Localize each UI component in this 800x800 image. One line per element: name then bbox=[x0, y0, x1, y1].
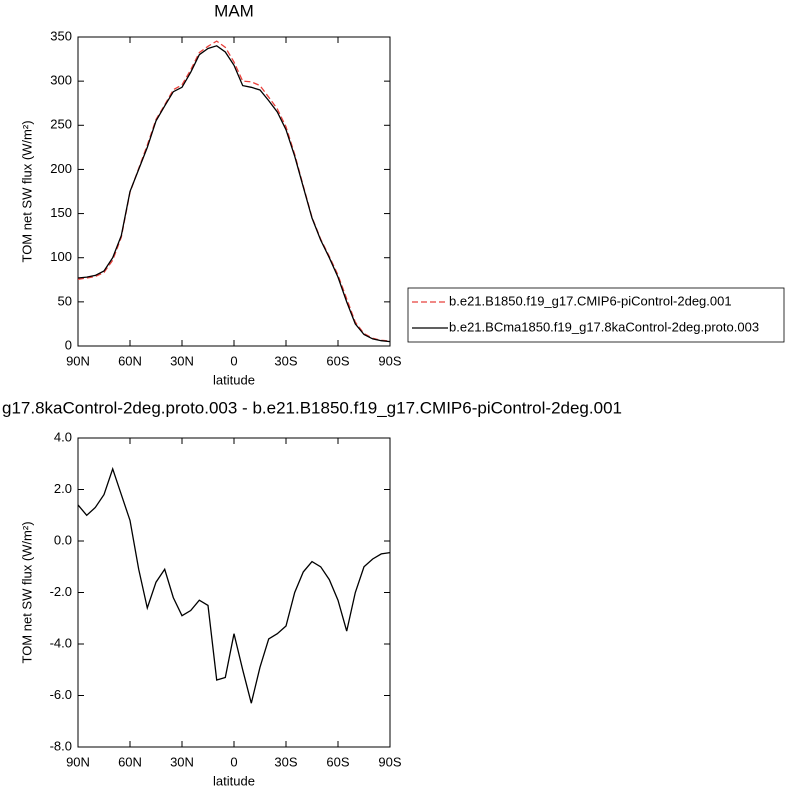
y-tick-label: -2.0 bbox=[50, 584, 72, 599]
y-tick-label: 100 bbox=[50, 249, 72, 264]
x-axis-label: latitude bbox=[213, 773, 255, 788]
x-tick-label: 90S bbox=[378, 754, 401, 769]
data-line bbox=[77, 40, 391, 342]
y-tick-label: 350 bbox=[50, 28, 72, 43]
legend-box bbox=[407, 287, 785, 343]
x-tick-label: 30N bbox=[170, 353, 194, 368]
x-tick-label: 0 bbox=[230, 353, 237, 368]
x-tick-label: 30S bbox=[274, 754, 297, 769]
legend-label: b.e21.B1850.f19_g17.CMIP6-piControl-2deg… bbox=[449, 293, 732, 308]
y-tick-label: 2.0 bbox=[54, 481, 72, 496]
x-tick-label: 60S bbox=[326, 353, 349, 368]
data-line bbox=[77, 45, 391, 343]
x-tick-label: 90N bbox=[66, 754, 90, 769]
y-tick-label: 200 bbox=[50, 161, 72, 176]
x-axis-label: latitude bbox=[213, 372, 255, 387]
plot-frame bbox=[77, 437, 391, 748]
y-tick-label: 50 bbox=[58, 293, 72, 308]
x-tick-label: 90N bbox=[66, 353, 90, 368]
chart-title: g17.8kaControl-2deg.proto.003 - b.e21.B1… bbox=[2, 398, 622, 417]
y-axis-label: TOM net SW flux (W/m²) bbox=[19, 120, 34, 262]
x-tick-label: 60N bbox=[118, 353, 142, 368]
y-tick-label: 150 bbox=[50, 205, 72, 220]
x-tick-label: 30N bbox=[170, 754, 194, 769]
x-tick-label: 60S bbox=[326, 754, 349, 769]
x-tick-label: 60N bbox=[118, 754, 142, 769]
x-tick-label: 0 bbox=[230, 754, 237, 769]
y-tick-label: 300 bbox=[50, 73, 72, 88]
plot-frame bbox=[77, 36, 391, 347]
y-tick-label: 0.0 bbox=[54, 532, 72, 547]
chart-title: MAM bbox=[214, 1, 254, 20]
y-tick-label: -4.0 bbox=[50, 635, 72, 650]
y-tick-label: -8.0 bbox=[50, 738, 72, 753]
x-tick-label: 90S bbox=[378, 353, 401, 368]
y-tick-label: 250 bbox=[50, 117, 72, 132]
x-tick-label: 30S bbox=[274, 353, 297, 368]
y-tick-label: 4.0 bbox=[54, 429, 72, 444]
y-tick-label: 0 bbox=[65, 337, 72, 352]
y-axis-label: TOM net SW flux (W/m²) bbox=[19, 521, 34, 663]
y-tick-label: -6.0 bbox=[50, 687, 72, 702]
data-line bbox=[77, 466, 391, 704]
legend-label: b.e21.BCma1850.f19_g17.8kaControl-2deg.p… bbox=[449, 319, 759, 334]
